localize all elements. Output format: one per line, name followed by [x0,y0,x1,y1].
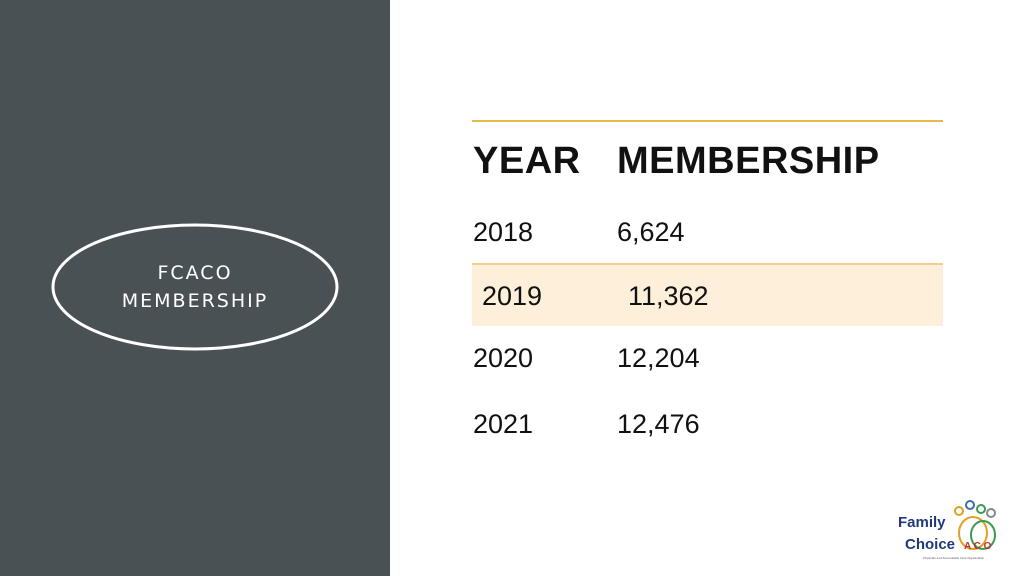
sidebar-title: FCACO [157,262,232,284]
sidebar: FCACO MEMBERSHIP [0,0,390,576]
table-cell: 12,476 [617,409,700,439]
logo: Family Choice A C O Physician-Led Accoun… [898,500,996,560]
logo-text: Choice [905,536,955,553]
table-cell: 2018 [473,217,534,247]
logo-icon [958,516,988,550]
table-cell: 2020 [473,343,534,373]
logo-text: Family [898,514,946,531]
sidebar-graphic: FCACO MEMBERSHIP [51,223,339,351]
title-ellipse [51,223,339,351]
row-highlight [472,263,943,326]
logo-tagline: Physician-Led Accountable Care Organizat… [923,556,985,560]
logo-icon [954,506,964,516]
table-top-rule [472,120,943,122]
logo-text: A C O [964,541,992,552]
logo-icon [986,508,996,518]
table-header: MEMBERSHIP [617,140,880,182]
sidebar-title: MEMBERSHIP [122,290,268,312]
logo-icon [976,504,986,514]
table-header: YEAR [473,140,581,182]
logo-icon [965,500,975,510]
table-cell: 2021 [473,409,534,439]
logo-icon [970,520,996,550]
table-cell: 12,204 [617,343,700,373]
table-cell: 2019 [482,281,543,311]
table-cell: 6,624 [617,217,685,247]
table-cell: 11,362 [628,281,709,311]
